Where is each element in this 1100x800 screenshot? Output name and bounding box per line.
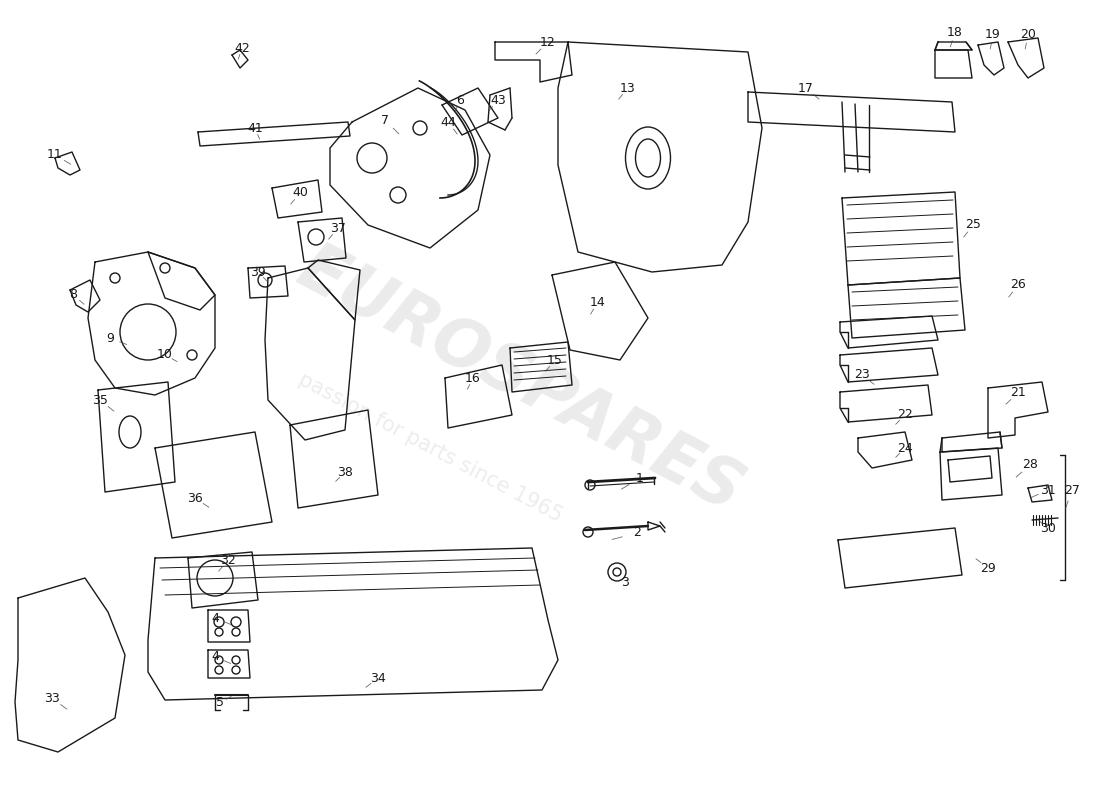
Text: 33: 33: [44, 691, 59, 705]
Text: 4: 4: [211, 611, 219, 625]
Text: EUROSPARES: EUROSPARES: [286, 234, 754, 526]
Text: 22: 22: [898, 409, 913, 422]
Text: 32: 32: [220, 554, 235, 566]
Text: 3: 3: [621, 575, 629, 589]
Text: 28: 28: [1022, 458, 1038, 471]
Text: 21: 21: [1010, 386, 1026, 399]
Text: 7: 7: [381, 114, 389, 126]
Text: 23: 23: [854, 369, 870, 382]
Text: 27: 27: [1064, 483, 1080, 497]
Text: 43: 43: [491, 94, 506, 106]
Text: 39: 39: [250, 266, 266, 278]
Text: 1: 1: [636, 471, 644, 485]
Text: 18: 18: [947, 26, 962, 38]
Text: 42: 42: [234, 42, 250, 54]
Text: 12: 12: [540, 35, 556, 49]
Text: 25: 25: [965, 218, 981, 231]
Text: 16: 16: [465, 371, 481, 385]
Text: 24: 24: [898, 442, 913, 454]
Text: 44: 44: [440, 115, 455, 129]
Text: 37: 37: [330, 222, 345, 234]
Text: 26: 26: [1010, 278, 1026, 291]
Text: 2: 2: [634, 526, 641, 539]
Text: 19: 19: [986, 29, 1001, 42]
Text: 41: 41: [248, 122, 263, 134]
Text: 17: 17: [799, 82, 814, 94]
Text: 8: 8: [69, 289, 77, 302]
Text: 5: 5: [216, 697, 224, 710]
Text: 13: 13: [620, 82, 636, 94]
Text: 36: 36: [187, 491, 202, 505]
Text: 34: 34: [370, 671, 386, 685]
Text: 40: 40: [293, 186, 308, 199]
Text: passion for parts since 1965: passion for parts since 1965: [295, 370, 565, 526]
Text: 4: 4: [211, 650, 219, 663]
Text: 20: 20: [1020, 29, 1036, 42]
Text: 31: 31: [1041, 483, 1056, 497]
Text: 29: 29: [980, 562, 996, 574]
Text: 9: 9: [106, 331, 114, 345]
Text: 11: 11: [47, 149, 63, 162]
Text: 35: 35: [92, 394, 108, 406]
Text: 38: 38: [337, 466, 353, 478]
Text: 30: 30: [1041, 522, 1056, 534]
Text: 10: 10: [157, 349, 173, 362]
Text: 15: 15: [547, 354, 563, 366]
Text: 6: 6: [456, 94, 464, 106]
Text: 14: 14: [590, 295, 606, 309]
